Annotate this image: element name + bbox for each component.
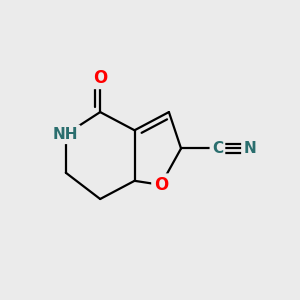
- Text: O: O: [93, 69, 107, 87]
- Text: O: O: [154, 176, 168, 194]
- Text: N: N: [243, 141, 256, 156]
- Text: C: C: [212, 141, 223, 156]
- Text: NH: NH: [53, 127, 79, 142]
